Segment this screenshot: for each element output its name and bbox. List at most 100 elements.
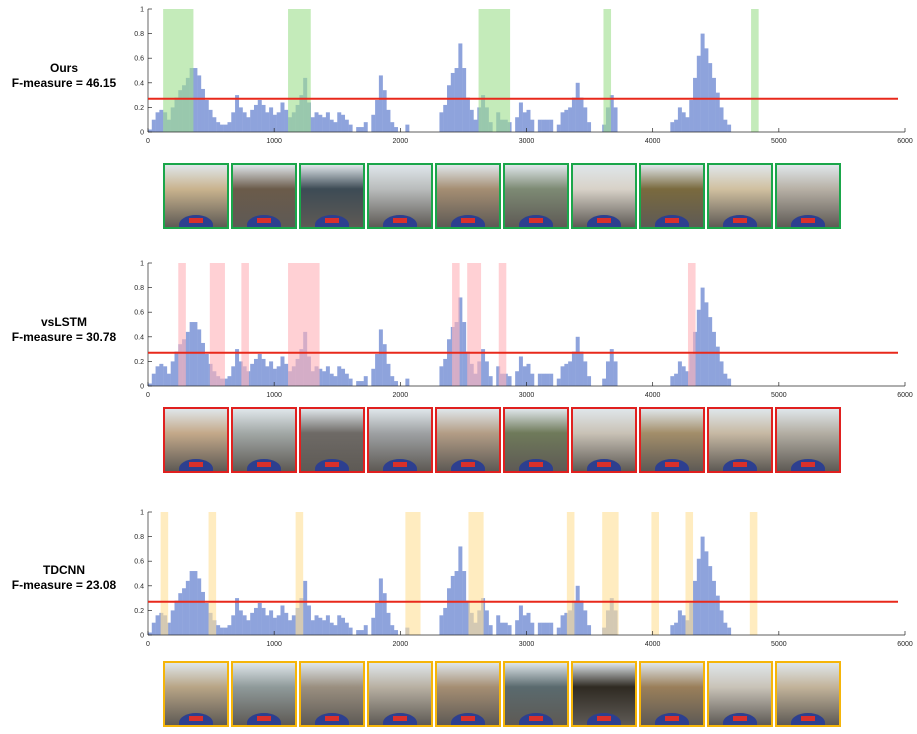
x-tick-label: 0 [146,138,150,145]
score-bar [216,122,221,132]
score-bar [337,366,342,386]
y-tick-label: 0.4 [134,583,144,590]
score-bar [238,361,243,386]
selected-segment [241,263,249,386]
score-bar [700,536,705,635]
keyframe-thumbnail [571,407,637,473]
method-label-tdcnn: TDCNN F-measure = 23.08 [0,563,128,593]
score-bar [250,612,255,635]
score-bar [530,119,535,132]
score-bar [549,622,554,635]
score-bar [727,627,732,635]
keyframe-thumbnail [707,661,773,727]
score-bar [212,117,217,132]
score-bar [564,109,569,132]
score-bar [208,109,213,132]
score-bar [386,612,391,635]
score-bar [238,610,243,635]
score-bar [148,632,152,635]
score-bar [272,114,277,132]
y-tick-label: 0.6 [134,310,144,317]
method-name: Ours [49,61,78,75]
score-bar [488,625,493,635]
score-bar [454,68,459,132]
score-bar [530,373,535,386]
score-bar [447,339,451,386]
score-bar [284,612,289,635]
y-tick-label: 1 [140,7,144,14]
keyframe-thumbnail [503,163,569,229]
score-bar [696,309,701,386]
score-bar [579,97,584,132]
score-bar [727,124,732,132]
score-bar [231,615,236,635]
score-bar [371,114,376,132]
score-bar [359,127,364,132]
score-bar [261,607,266,635]
score-bar [545,622,550,635]
score-bar [462,68,467,132]
score-bar [231,112,236,132]
score-bar [344,622,349,635]
score-bar [219,124,224,132]
score-bar [484,361,489,386]
score-bar [204,100,209,132]
score-bar [272,368,277,386]
keyframe-thumbnail [163,163,229,229]
y-tick-label: 0 [140,384,144,391]
score-bar [447,588,451,635]
score-bar [587,122,592,132]
score-bar [223,627,228,635]
score-bar [193,571,198,635]
score-bar [560,615,565,635]
score-bar [159,109,164,132]
score-bar [148,383,152,386]
score-bar [219,627,224,635]
y-tick-label: 0 [140,130,144,137]
score-bar [458,546,463,635]
score-bar [185,580,190,635]
score-bar [708,63,713,133]
score-bar [185,331,190,386]
score-bar [484,610,489,635]
method-label-ours: Ours F-measure = 46.15 [0,61,128,91]
score-bar [704,302,709,386]
score-bar [148,129,152,132]
score-bar [235,598,240,635]
score-bar [174,351,179,386]
score-bar [454,571,459,635]
f-measure-score: F-measure = 46.15 [11,76,117,90]
score-bar [155,112,160,132]
keyframe-thumbnail [163,661,229,727]
selected-segment [295,512,304,635]
score-bar [265,615,270,635]
selected-segment [566,512,575,635]
score-bar [189,322,194,386]
score-bar [522,615,527,635]
score-bar [235,349,240,386]
score-bar [325,112,330,132]
score-bar [348,627,353,635]
x-tick-label: 6000 [897,392,913,399]
x-tick-label: 1000 [266,392,282,399]
keyframe-strip-ours [163,163,841,229]
score-bar [166,373,171,386]
score-bar [507,376,512,386]
score-bar [170,610,175,635]
score-bar [390,122,395,132]
score-bar [356,127,361,132]
score-bar [314,112,319,132]
score-bar [193,322,198,386]
y-tick-label: 0.6 [134,56,144,63]
score-bar [473,119,478,132]
score-bar [170,361,175,386]
score-bar [276,112,281,132]
score-bar [496,615,501,635]
keyframe-thumbnail [299,407,365,473]
score-bar [390,625,395,635]
score-bar [288,620,293,635]
score-bar [223,124,228,132]
score-bar [575,585,580,635]
score-bar [363,122,368,132]
score-bar [359,381,364,386]
